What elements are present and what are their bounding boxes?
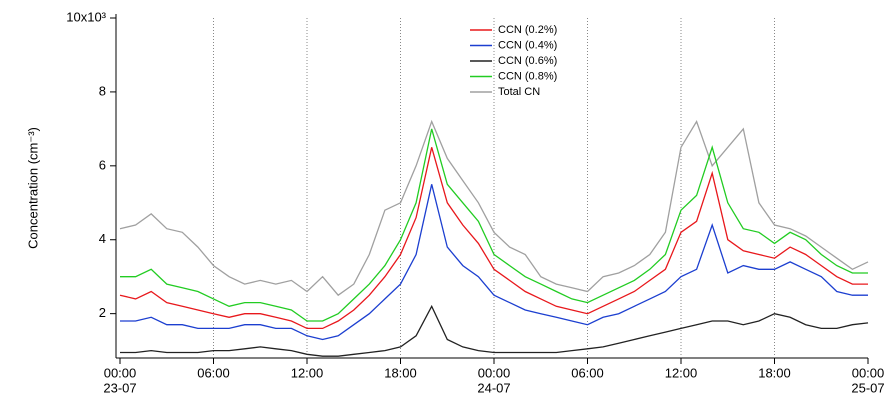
- y-tick-label: 10x10³: [66, 9, 106, 24]
- x-tick-label: 18:00: [384, 365, 417, 380]
- y-axis-title: Concentration (cm⁻³): [25, 127, 40, 249]
- y-tick-label: 8: [99, 83, 106, 98]
- x-tick-label: 06:00: [197, 365, 230, 380]
- x-date-label: 24-07: [477, 380, 510, 395]
- y-tick-label: 4: [99, 231, 106, 246]
- legend-label: CCN (0.2%): [498, 24, 557, 36]
- series-line: [119, 119, 869, 297]
- x-tick-label: 00:00: [478, 365, 511, 380]
- legend-label: CCN (0.4%): [498, 39, 557, 51]
- x-date-label: 25-07: [851, 380, 884, 395]
- series-line: [120, 184, 868, 341]
- series-line: [120, 304, 869, 357]
- y-tick-label: 2: [99, 305, 106, 320]
- x-tick-label: 18:00: [758, 365, 791, 380]
- series-line: [119, 147, 868, 330]
- x-tick-label: 00:00: [104, 365, 137, 380]
- x-tick-label: 12:00: [291, 365, 324, 380]
- legend-label: CCN (0.6%): [498, 55, 557, 67]
- x-tick-label: 12:00: [665, 365, 698, 380]
- y-tick-label: 6: [99, 157, 106, 172]
- series-line: [120, 128, 868, 322]
- x-tick-label: 06:00: [571, 365, 604, 380]
- x-date-label: 23-07: [103, 380, 136, 395]
- legend-label: CCN (0.8%): [498, 70, 557, 82]
- x-tick-label: 00:00: [852, 365, 885, 380]
- legend-label: Total CN: [498, 86, 540, 98]
